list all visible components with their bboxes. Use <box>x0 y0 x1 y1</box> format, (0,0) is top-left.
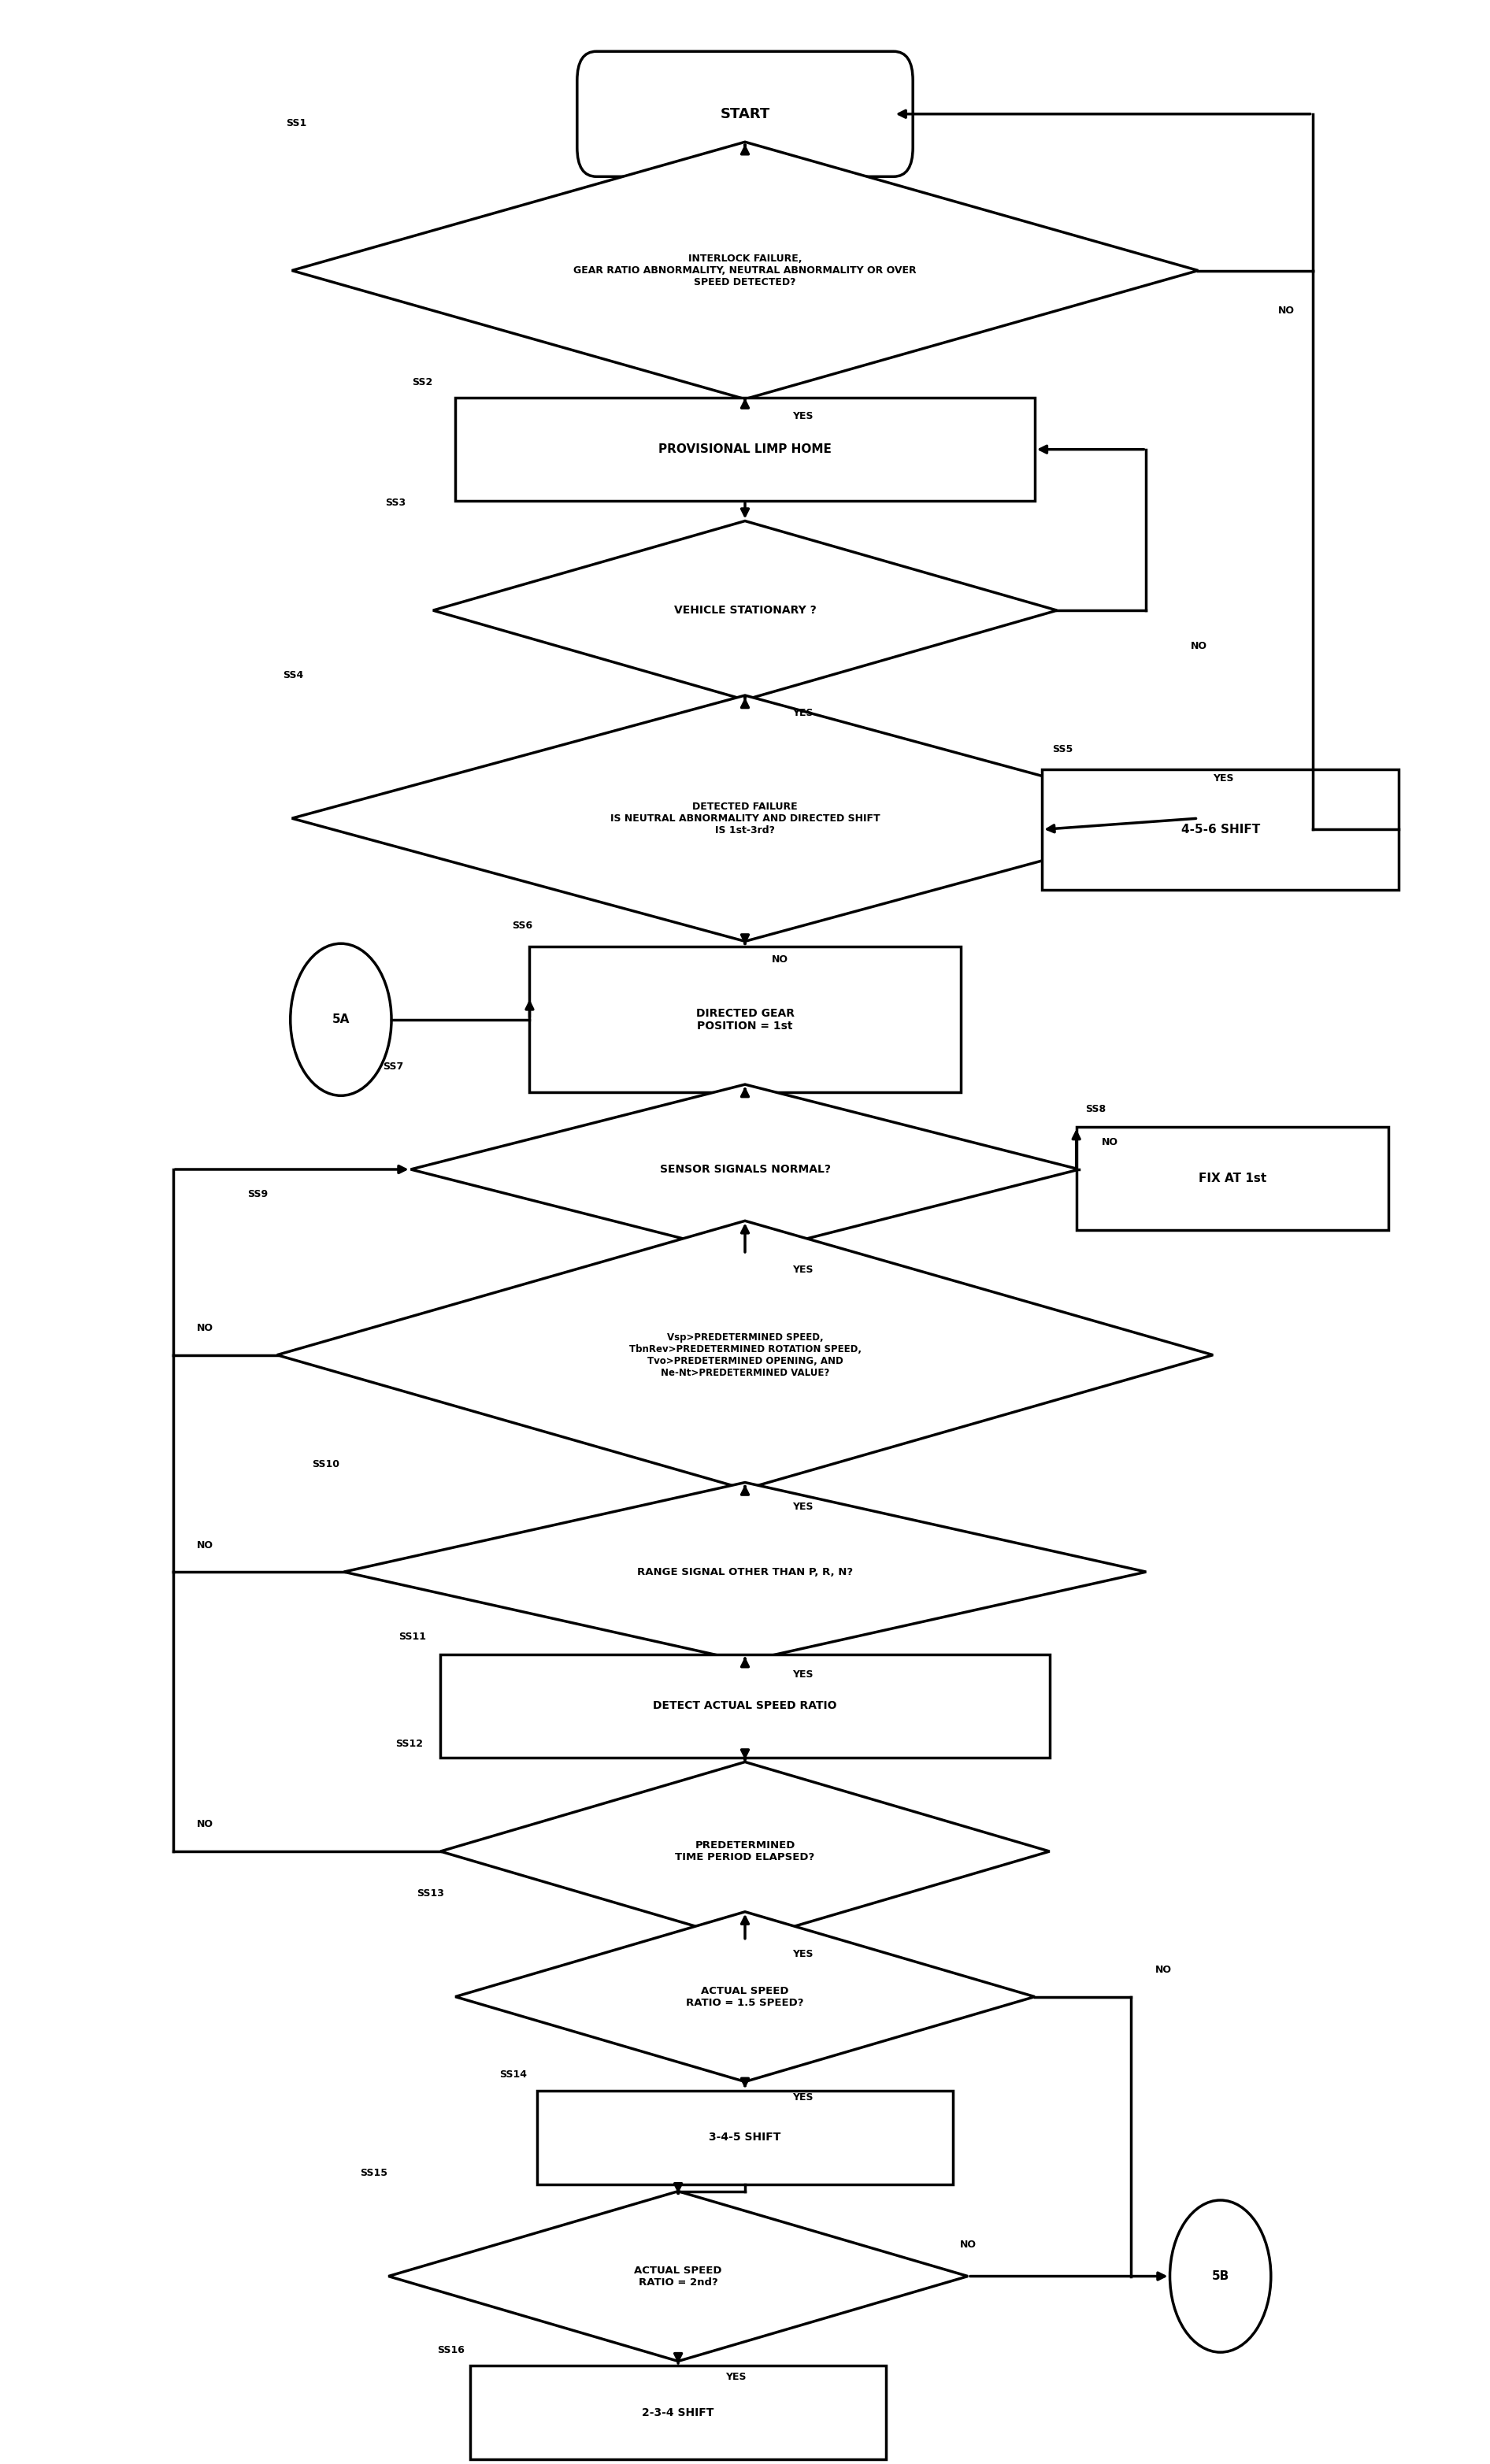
Circle shape <box>291 944 392 1096</box>
Polygon shape <box>434 520 1056 700</box>
Text: YES: YES <box>793 2092 814 2102</box>
Text: SS11: SS11 <box>398 1631 426 1641</box>
Polygon shape <box>389 2190 969 2361</box>
Text: SS7: SS7 <box>383 1062 404 1072</box>
Text: FIX AT 1st: FIX AT 1st <box>1198 1173 1266 1185</box>
Bar <box>536 2089 954 2186</box>
Text: SS9: SS9 <box>247 1188 268 1200</box>
Text: DETECTED FAILURE
IS NEUTRAL ABNORMALITY AND DIRECTED SHIFT
IS 1st-3rd?: DETECTED FAILURE IS NEUTRAL ABNORMALITY … <box>609 801 881 835</box>
Text: SS8: SS8 <box>1085 1104 1106 1114</box>
Text: 3-4-5 SHIFT: 3-4-5 SHIFT <box>709 2131 781 2144</box>
Polygon shape <box>441 1762 1049 1942</box>
Text: SS1: SS1 <box>286 118 307 128</box>
Bar <box>1042 769 1399 890</box>
Text: YES: YES <box>793 1671 814 1680</box>
Text: DIRECTED GEAR
POSITION = 1st: DIRECTED GEAR POSITION = 1st <box>696 1008 794 1032</box>
Text: SS16: SS16 <box>437 2346 465 2356</box>
Circle shape <box>1170 2200 1271 2353</box>
Text: SS3: SS3 <box>386 498 407 508</box>
Polygon shape <box>277 1220 1213 1488</box>
Polygon shape <box>411 1084 1079 1254</box>
Text: SS5: SS5 <box>1052 744 1073 754</box>
Text: SS13: SS13 <box>416 1890 444 1900</box>
FancyBboxPatch shape <box>577 52 913 177</box>
Text: NO: NO <box>1101 1138 1118 1148</box>
Bar <box>529 946 961 1092</box>
Text: START: START <box>720 106 770 121</box>
Text: NO: NO <box>1191 641 1207 650</box>
Text: YES: YES <box>726 2373 746 2383</box>
Text: PREDETERMINED
TIME PERIOD ELAPSED?: PREDETERMINED TIME PERIOD ELAPSED? <box>675 1841 815 1863</box>
Text: NO: NO <box>197 1323 213 1333</box>
Polygon shape <box>292 143 1198 399</box>
Text: Vsp>PREDETERMINED SPEED,
TbnRev>PREDETERMINED ROTATION SPEED,
Tvo>PREDETERMINED : Vsp>PREDETERMINED SPEED, TbnRev>PREDETER… <box>629 1333 861 1377</box>
Text: ACTUAL SPEED
RATIO = 1.5 SPEED?: ACTUAL SPEED RATIO = 1.5 SPEED? <box>685 1986 805 2008</box>
Text: 5A: 5A <box>332 1013 350 1025</box>
Text: VEHICLE STATIONARY ?: VEHICLE STATIONARY ? <box>673 604 817 616</box>
Text: YES: YES <box>793 411 814 421</box>
Text: 2-3-4 SHIFT: 2-3-4 SHIFT <box>642 2407 714 2417</box>
Bar <box>441 1656 1049 1757</box>
Text: 5B: 5B <box>1211 2269 1229 2282</box>
Text: ACTUAL SPEED
RATIO = 2nd?: ACTUAL SPEED RATIO = 2nd? <box>635 2264 723 2287</box>
Text: SS10: SS10 <box>313 1459 340 1469</box>
Text: PROVISIONAL LIMP HOME: PROVISIONAL LIMP HOME <box>659 444 831 456</box>
Text: YES: YES <box>793 1264 814 1276</box>
Polygon shape <box>292 695 1198 941</box>
Text: SS14: SS14 <box>499 2070 527 2080</box>
Text: NO: NO <box>1155 1964 1171 1976</box>
Text: SS6: SS6 <box>513 922 532 931</box>
Text: RANGE SIGNAL OTHER THAN P, R, N?: RANGE SIGNAL OTHER THAN P, R, N? <box>638 1567 852 1577</box>
Bar <box>471 2365 887 2459</box>
Text: YES: YES <box>793 1503 814 1513</box>
Text: NO: NO <box>197 1818 213 1831</box>
Text: SS15: SS15 <box>359 2168 387 2178</box>
Text: SS4: SS4 <box>283 670 304 680</box>
Text: NO: NO <box>1278 306 1295 315</box>
Text: INTERLOCK FAILURE,
GEAR RATIO ABNORMALITY, NEUTRAL ABNORMALITY OR OVER
SPEED DET: INTERLOCK FAILURE, GEAR RATIO ABNORMALIT… <box>574 254 916 288</box>
Text: NO: NO <box>197 1540 213 1550</box>
Text: SENSOR SIGNALS NORMAL?: SENSOR SIGNALS NORMAL? <box>660 1163 830 1175</box>
Text: YES: YES <box>793 1949 814 1959</box>
Text: YES: YES <box>1213 774 1234 784</box>
Text: SS12: SS12 <box>395 1740 423 1749</box>
Text: 4-5-6 SHIFT: 4-5-6 SHIFT <box>1182 823 1261 835</box>
Polygon shape <box>344 1483 1146 1661</box>
Bar <box>1076 1126 1389 1230</box>
Text: DETECT ACTUAL SPEED RATIO: DETECT ACTUAL SPEED RATIO <box>653 1700 837 1712</box>
Text: NO: NO <box>960 2240 976 2250</box>
Text: SS2: SS2 <box>413 377 434 387</box>
Polygon shape <box>456 1912 1034 2082</box>
Bar <box>456 399 1034 500</box>
Text: NO: NO <box>772 954 788 963</box>
Text: YES: YES <box>793 707 814 719</box>
